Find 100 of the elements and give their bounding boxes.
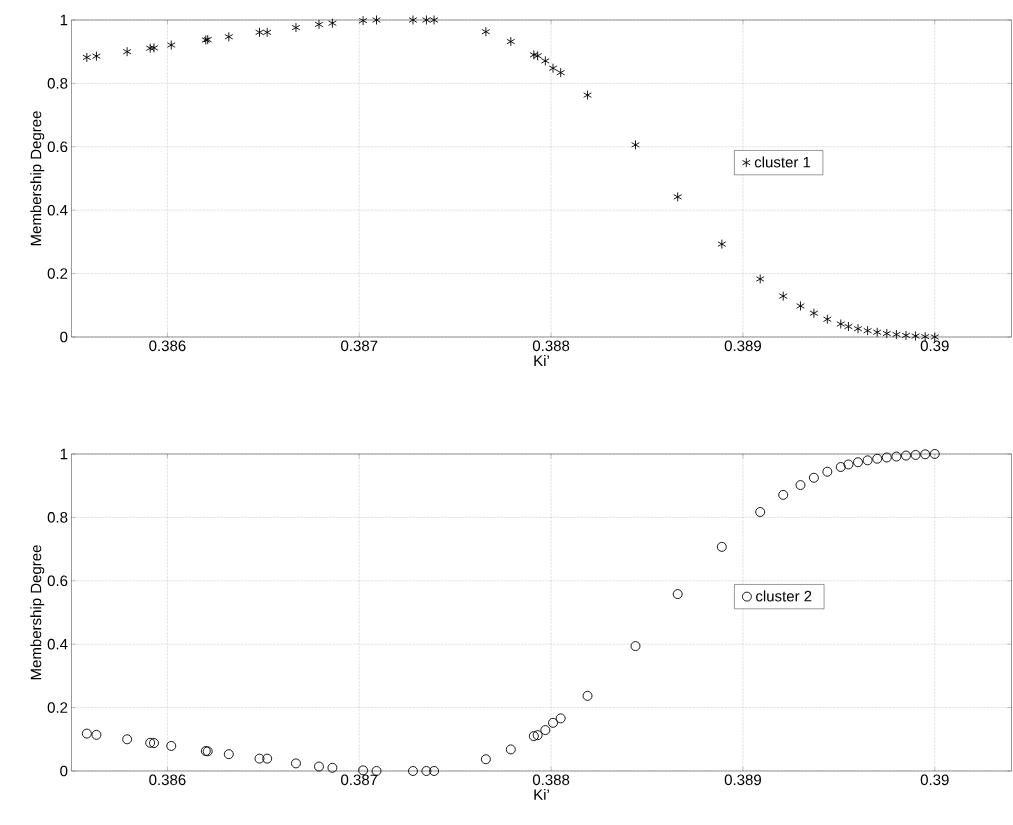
point (314, 761, 324, 772)
point (822, 466, 833, 477)
y-tick-label: 0.8 (47, 512, 68, 523)
point (224, 31, 234, 42)
point (556, 67, 566, 78)
point (122, 46, 132, 57)
point (145, 43, 155, 54)
y-tick-label: 0.4 (47, 638, 68, 650)
point (358, 15, 368, 26)
point (891, 451, 902, 462)
point (291, 758, 301, 769)
point (532, 730, 543, 741)
point (149, 738, 159, 749)
point (262, 753, 273, 764)
point (223, 749, 234, 760)
point (166, 40, 176, 50)
point (408, 15, 418, 25)
point (910, 449, 921, 460)
point (796, 300, 805, 311)
point (149, 42, 159, 53)
point (429, 766, 440, 776)
y-tick-label: 0.6 (47, 141, 68, 153)
point (82, 52, 92, 63)
x-axis-title: Ki’ (534, 355, 549, 366)
point (901, 450, 911, 461)
point (881, 452, 892, 463)
x-tick-label: 0.386 (149, 340, 186, 352)
point (808, 472, 819, 483)
x-tick-label: 0.39 (920, 340, 949, 352)
point (506, 36, 516, 47)
point (717, 239, 727, 250)
x-tick-label: 0.39 (920, 774, 949, 786)
point (853, 323, 863, 334)
y-tick-label: 0.6 (47, 575, 68, 587)
point (481, 26, 491, 37)
point (631, 139, 640, 150)
point (835, 462, 846, 472)
y-tick-label: 1 (60, 448, 68, 460)
point (328, 18, 337, 29)
point (755, 507, 766, 517)
point (548, 63, 558, 74)
y-tick-label: 0 (60, 331, 68, 343)
point (630, 641, 641, 652)
point (822, 314, 832, 325)
point (480, 754, 491, 765)
x-tick-label: 0.389 (724, 774, 761, 786)
point (81, 728, 92, 739)
point (529, 49, 539, 60)
y-tick-label: 0.2 (47, 702, 68, 713)
point (92, 51, 101, 62)
point (911, 331, 920, 341)
point (836, 319, 846, 329)
point (314, 19, 324, 30)
point (555, 713, 566, 724)
point (673, 191, 683, 202)
legend-label: cluster 1 (754, 156, 811, 168)
point (255, 27, 264, 38)
point (920, 449, 931, 460)
point (672, 589, 683, 600)
point (795, 480, 806, 490)
point (505, 744, 516, 755)
y-axis-title: Membership Degree (30, 111, 45, 246)
point (372, 15, 381, 25)
point (862, 455, 873, 466)
point (872, 453, 883, 464)
x-tick-label: 0.387 (341, 774, 378, 786)
point (145, 737, 156, 748)
y-axis-title: Membership Degree (30, 545, 45, 680)
y-tick-label: 0.8 (47, 78, 68, 89)
point (892, 329, 901, 340)
point (327, 762, 338, 773)
point (901, 330, 911, 341)
y-tick-label: 0.2 (47, 268, 68, 279)
point (755, 274, 765, 284)
point (583, 90, 592, 101)
point (429, 15, 439, 25)
x-tick-label: 0.388 (532, 340, 570, 352)
point (422, 15, 431, 25)
x-tick-label: 0.389 (724, 340, 761, 352)
point (863, 325, 872, 336)
point (872, 327, 882, 338)
point (929, 449, 940, 459)
point (540, 55, 550, 66)
point (166, 740, 177, 751)
point (882, 328, 892, 339)
point (254, 753, 265, 764)
legend-label: cluster 2 (756, 590, 812, 602)
point (809, 308, 819, 319)
y-tick-label: 0 (60, 765, 68, 777)
point (528, 731, 539, 742)
y-tick-label: 1 (60, 14, 68, 26)
point (844, 321, 853, 332)
x-tick-label: 0.387 (341, 340, 378, 352)
point (853, 457, 863, 468)
y-tick-label: 0.4 (47, 204, 68, 216)
point (408, 766, 418, 776)
x-axis-title: Ki’ (534, 789, 549, 800)
point (421, 766, 432, 776)
point (262, 27, 272, 38)
point (548, 717, 558, 728)
